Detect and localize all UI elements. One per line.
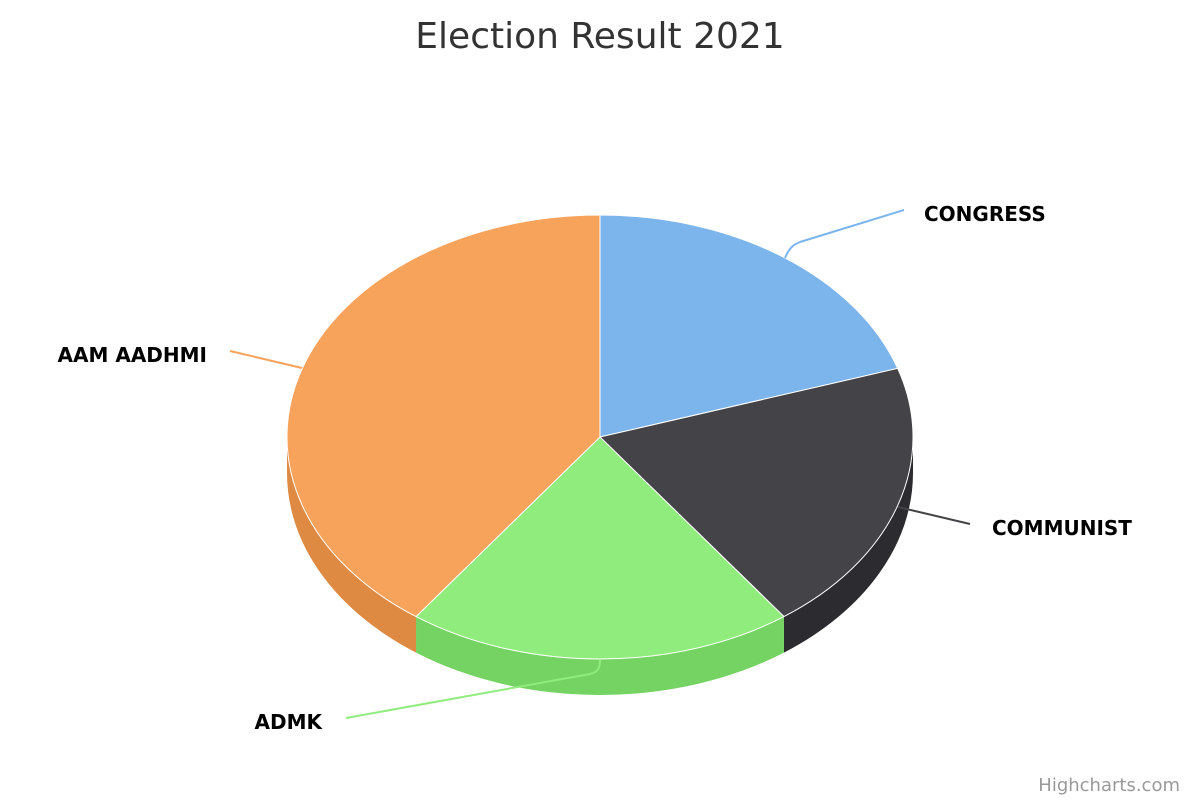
label-connectors — [229, 209, 971, 719]
connector-aam-aadhmi — [229, 350, 303, 369]
pie-side-admk — [416, 616, 784, 695]
slice-label-congress: CONGRESS — [924, 202, 1046, 226]
pie-sides — [287, 437, 913, 695]
credits-link[interactable]: Highcharts.com — [1038, 775, 1180, 796]
connector-communist — [897, 506, 971, 525]
pie-slice-admk[interactable] — [415, 436, 785, 660]
chart-title: Election Result 2021 — [415, 16, 784, 57]
slice-label-aam-aadhmi: AAM AADHMI — [58, 343, 207, 367]
slice-label-admk: ADMK — [255, 710, 324, 734]
slice-label-communist: COMMUNIST — [992, 516, 1132, 540]
pie-slices — [286, 214, 914, 660]
pie-slice-aam-aadhmi[interactable] — [286, 214, 601, 618]
slice-labels: CONGRESS COMMUNIST ADMK AAM AADHMI — [58, 202, 1133, 734]
pie-slice-communist[interactable] — [599, 367, 914, 618]
connector-admk — [345, 659, 601, 719]
connector-congress — [784, 209, 905, 259]
pie-side-communist — [783, 437, 913, 653]
pie-slice-congress[interactable] — [599, 214, 899, 438]
pie-side-aam-aadhmi — [287, 437, 417, 653]
